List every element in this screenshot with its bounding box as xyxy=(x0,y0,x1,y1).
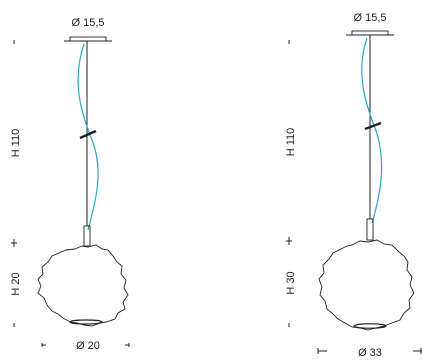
globe-height-label: H 20 xyxy=(10,272,22,295)
canopy-diameter-label: Ø 15,5 xyxy=(353,12,386,24)
lamp-socket xyxy=(366,218,374,241)
lamp-globe xyxy=(37,244,129,327)
globe-height-label: H 30 xyxy=(285,271,297,294)
diameter-dimension-marks xyxy=(41,343,130,347)
height-dimension-marks xyxy=(286,40,292,327)
cable-clip xyxy=(79,129,97,140)
diameter-dimension-marks xyxy=(317,348,422,354)
canopy-diameter-label: Ø 15,5 xyxy=(71,17,104,29)
globe-diameter-label: Ø 20 xyxy=(76,340,100,352)
lamp-small: Ø 15,5 H 110 H 20 xyxy=(10,17,130,352)
cable-clip xyxy=(364,121,382,131)
power-cable xyxy=(361,37,383,224)
globe-bottom-opening xyxy=(353,323,387,329)
power-cable xyxy=(77,43,99,231)
cable-height-label: H 110 xyxy=(285,128,297,157)
lamp-socket xyxy=(83,225,91,247)
globe-bottom-opening xyxy=(69,319,103,325)
height-dimension-marks xyxy=(11,40,17,327)
ceiling-canopy xyxy=(346,30,394,36)
lamp-globe xyxy=(318,239,415,331)
globe-diameter-label: Ø 33 xyxy=(358,347,382,359)
ceiling-canopy xyxy=(64,36,112,42)
lamp-large: Ø 15,5 H 110 H 30 Ø 33 xyxy=(285,12,422,359)
cable-height-label: H 110 xyxy=(10,129,22,158)
